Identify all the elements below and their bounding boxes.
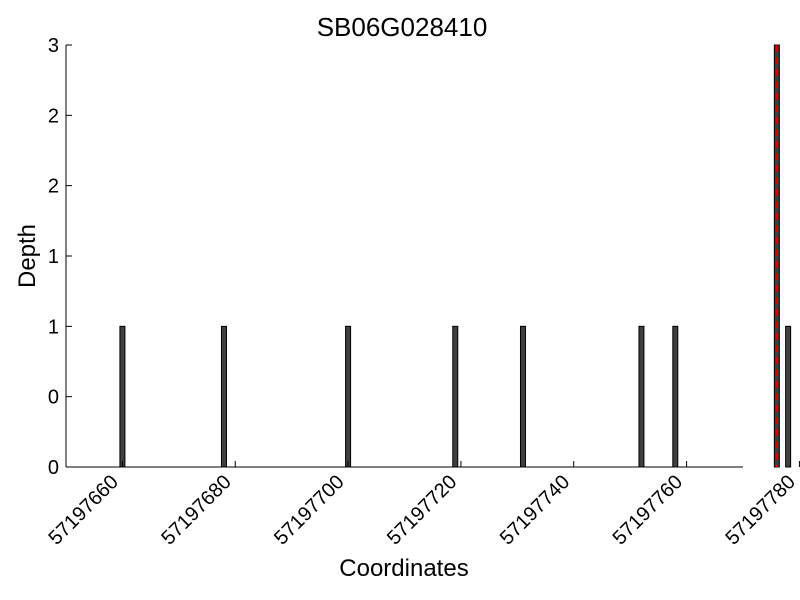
bar xyxy=(672,325,679,468)
y-tick-label: 1 xyxy=(48,246,59,268)
y-tick-label: 3 xyxy=(48,35,59,57)
x-tick-label: 57197780 xyxy=(721,471,799,549)
x-tick-label: 57197720 xyxy=(383,471,461,549)
bar xyxy=(519,325,526,468)
bar xyxy=(345,325,352,468)
y-tick-label: 0 xyxy=(48,457,59,479)
bar xyxy=(452,325,459,468)
x-tick-label: 57197740 xyxy=(496,471,574,549)
x-axis-label: Coordinates xyxy=(339,555,468,582)
x-tick-label: 57197660 xyxy=(44,471,122,549)
y-tick-label: 0 xyxy=(48,387,59,409)
x-tick-label: 57197700 xyxy=(270,471,348,549)
bar xyxy=(785,325,792,468)
y-tick-label: 1 xyxy=(48,316,59,338)
plot-area: 0 0 1 1 2 2 3 57197660 57197680 57197700 57197720 5… xyxy=(44,35,799,549)
chart-title: SB06G028410 xyxy=(317,12,488,42)
y-axis-label: Depth xyxy=(14,224,41,288)
x-tick-label: 57197760 xyxy=(609,471,687,549)
bar xyxy=(119,325,126,468)
bar xyxy=(638,325,645,468)
bar xyxy=(220,325,227,468)
y-tick-label: 2 xyxy=(48,105,59,127)
x-tick-label: 57197680 xyxy=(157,471,235,549)
y-tick-label: 2 xyxy=(48,176,59,198)
